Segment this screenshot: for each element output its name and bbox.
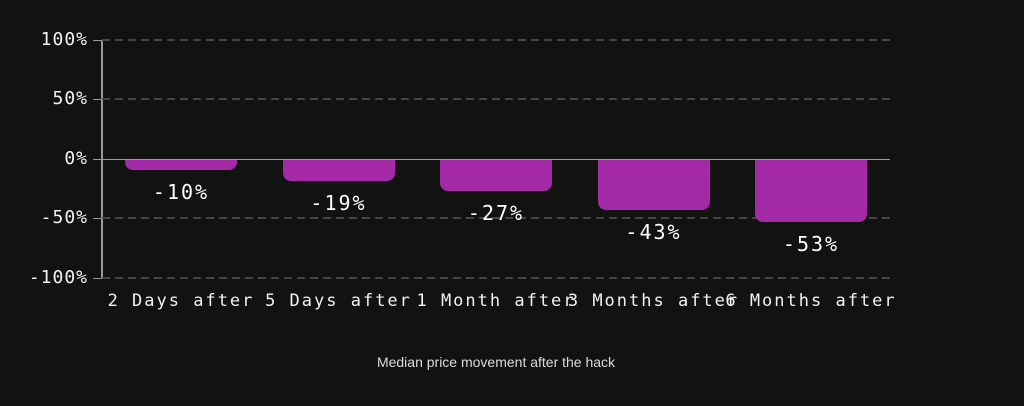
bar: [125, 158, 237, 171]
bar-value-label: -53%: [782, 231, 840, 256]
gridline: [102, 98, 890, 100]
y-tick-label: -50%: [40, 207, 88, 228]
gridline: [102, 38, 890, 41]
bar-value-label: -43%: [625, 219, 682, 244]
x-tick-label: 2 Days after: [107, 291, 255, 311]
y-tick-label: 100%: [40, 28, 88, 50]
y-tick-label: 0%: [64, 147, 88, 169]
gridline: [102, 276, 890, 279]
zero-baseline: [102, 158, 890, 160]
y-axis-tick: [93, 158, 102, 160]
bar: [282, 158, 395, 182]
y-tick-label: 50%: [52, 88, 88, 109]
bar-value-label: -19%: [310, 191, 367, 216]
bar: [755, 158, 867, 222]
chart-caption: Median price movement after the hack: [376, 354, 616, 370]
x-tick-label: 1 Month after: [416, 291, 576, 311]
x-tick-label: 3 Months after: [567, 291, 740, 311]
x-tick-label: 6 Months after: [725, 291, 897, 311]
y-axis-tick: [93, 277, 102, 279]
bar: [597, 158, 710, 210]
y-tick-label: -100%: [28, 266, 88, 288]
y-axis-tick: [93, 99, 102, 100]
y-axis-tick: [93, 218, 102, 219]
bar-value-label: -27%: [467, 200, 525, 225]
bar: [440, 158, 552, 191]
x-tick-label: 5 Days after: [265, 291, 412, 311]
gridline: [102, 217, 890, 219]
y-axis-tick: [93, 39, 102, 41]
bar-value-label: -10%: [152, 180, 210, 205]
